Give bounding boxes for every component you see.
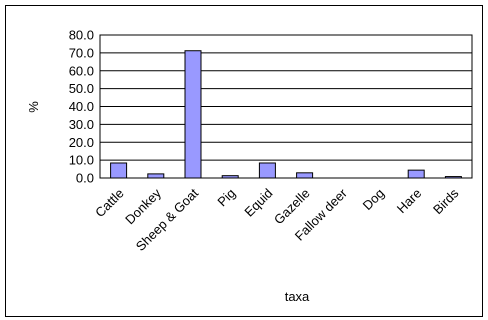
bars	[110, 50, 462, 179]
x-tick-label: Birds	[430, 185, 462, 217]
y-tick-label: 80.0	[69, 28, 94, 43]
bar-sheep-goat	[184, 50, 202, 179]
y-tick-labels: 0.0 10.0 20.0 30.0 40.0 50.0 60.0 70.0 80.0	[69, 28, 94, 186]
y-tick-label: 70.0	[69, 45, 94, 60]
y-tick-label: 30.0	[69, 117, 94, 132]
plot-area-border	[99, 34, 473, 179]
x-tick-label: Dog	[360, 186, 387, 213]
y-tick-label: 10.0	[69, 153, 94, 168]
bar-donkey	[147, 173, 165, 179]
y-tick-label: 50.0	[69, 81, 94, 96]
y-tick-label: 20.0	[69, 135, 94, 150]
x-tick-label: Pig	[214, 186, 238, 210]
chart-frame	[5, 5, 483, 317]
x-tick-label: Cattle	[92, 186, 127, 221]
y-axis-title: %	[26, 101, 41, 113]
x-tick-label: Equid	[241, 186, 275, 220]
bar-hare	[407, 169, 425, 179]
x-axis-title: taxa	[285, 289, 310, 304]
y-tick-label: 60.0	[69, 63, 94, 78]
gridlines	[100, 52, 472, 161]
bar-gazelle	[296, 172, 314, 179]
bar-equid	[258, 162, 276, 179]
bar-cattle	[110, 162, 128, 179]
y-tick-label: 0.0	[76, 171, 94, 186]
y-tick-label: 40.0	[69, 99, 94, 114]
x-tick-label: Hare	[394, 186, 425, 217]
